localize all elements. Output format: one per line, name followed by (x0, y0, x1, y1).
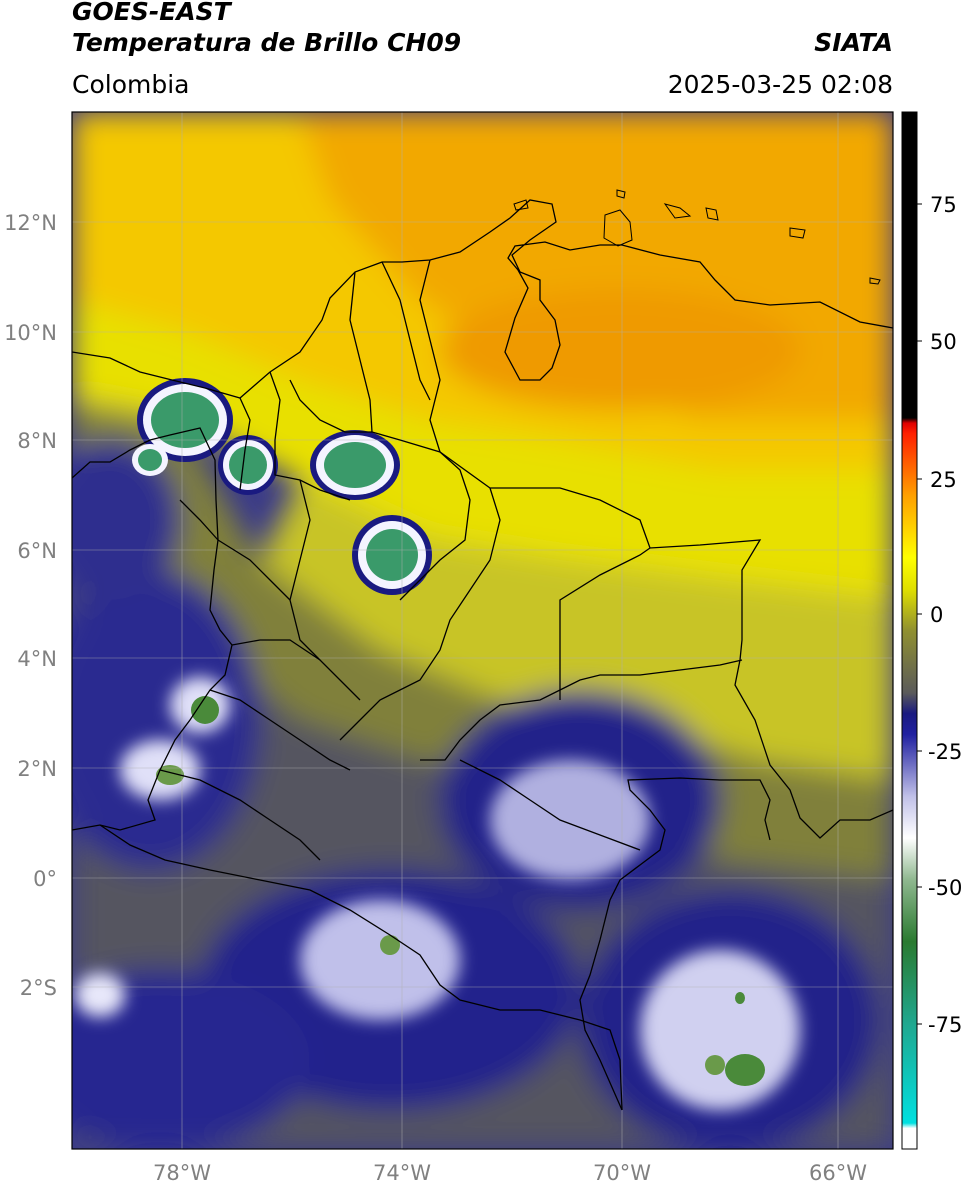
brightness-temperature-field (72, 112, 893, 1149)
map-frame (71, 111, 894, 1150)
lat-tick-2n: 2°N (17, 757, 57, 781)
lat-tick-4n: 4°N (17, 647, 57, 671)
convective-cores (132, 378, 765, 1086)
colorbar-tick-50: 50 (930, 330, 957, 354)
lon-tick-66w: 66°W (809, 1161, 867, 1185)
colorbar-gradient (902, 112, 917, 1149)
coastlines-borders (72, 199, 893, 1111)
colorbar-frame (901, 111, 918, 1150)
colorbar-tick-0: 0 (930, 603, 943, 627)
colorbar-tick-25: 25 (930, 468, 957, 492)
timestamp-label: 2025-03-25 02:08 (667, 70, 893, 99)
lon-tick-70w: 70°W (593, 1161, 651, 1185)
colorbar-tick-75: 75 (930, 193, 957, 217)
product-title: Temperatura de Brillo CH09 (72, 28, 462, 57)
lon-tick-74w: 74°W (373, 1161, 431, 1185)
lat-tick-6n: 6°N (17, 539, 57, 563)
gridlines (72, 112, 893, 1149)
colorbar-tick-minus75: -75 (928, 1013, 962, 1037)
colorbar: 75 50 25 0 -25 -50 -75 (901, 111, 962, 1150)
islands (513, 189, 881, 285)
region-label: Colombia (72, 70, 190, 99)
lon-tick-78w: 78°W (153, 1161, 211, 1185)
lat-tick-12n: 12°N (4, 211, 57, 235)
longitude-axis: 78°W 74°W 70°W 66°W (153, 1161, 867, 1185)
latitude-axis: 12°N 10°N 8°N 6°N 4°N 2°N 0° 2°S (4, 211, 57, 1000)
lat-tick-8n: 8°N (17, 429, 57, 453)
colorbar-tick-minus50: -50 (928, 876, 962, 900)
colorbar-tick-minus25: -25 (928, 740, 962, 764)
satellite-title: GOES-EAST (72, 0, 231, 26)
lat-tick-10n: 10°N (4, 321, 57, 345)
brand-label: SIATA (814, 28, 893, 57)
lat-tick-0: 0° (33, 867, 57, 891)
lat-tick-2s: 2°S (20, 976, 57, 1000)
